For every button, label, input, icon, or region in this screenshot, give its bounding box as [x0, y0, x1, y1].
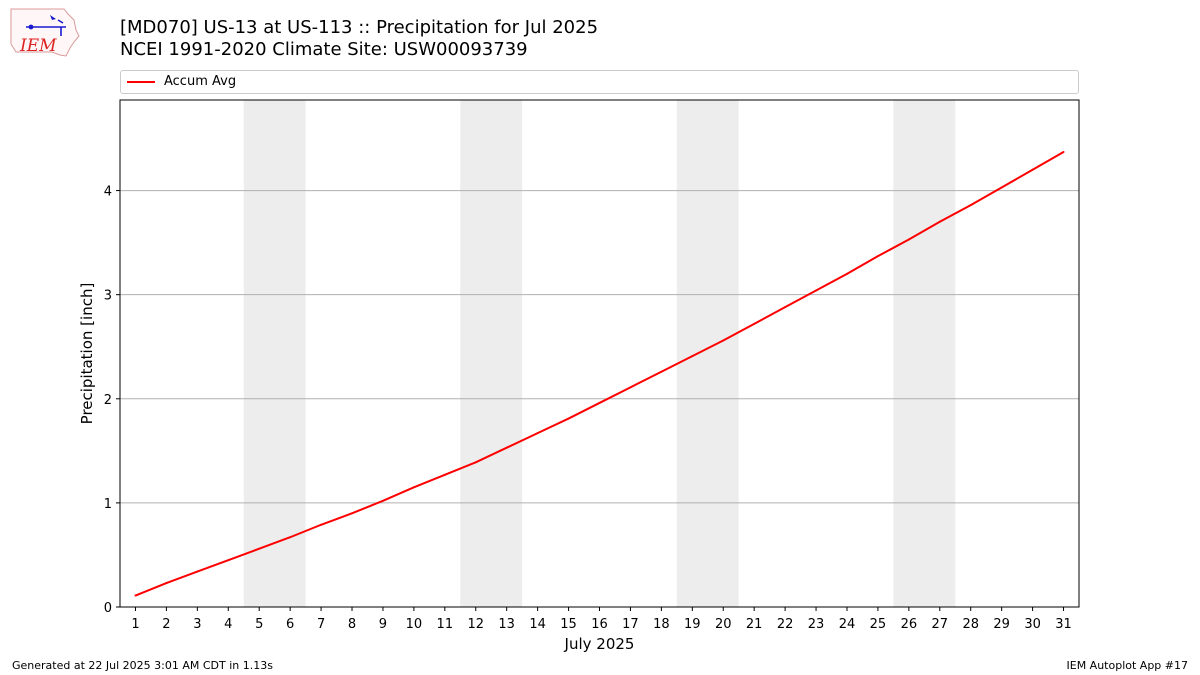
x-tick-label-2: 2 — [162, 617, 170, 632]
x-axis-label: July 2025 — [564, 635, 635, 653]
x-tick-label-27: 27 — [932, 617, 949, 632]
x-tick-label-24: 24 — [839, 617, 856, 632]
y-tick-label-1: 1 — [104, 497, 112, 512]
x-tick-label-11: 11 — [437, 617, 454, 632]
logo-text: IEM — [19, 36, 57, 56]
y-tick-label-4: 4 — [104, 185, 112, 200]
data-point-day-17 — [629, 386, 632, 389]
x-tick-label-4: 4 — [224, 617, 232, 632]
x-tick-label-9: 9 — [379, 617, 387, 632]
data-point-day-5 — [258, 547, 261, 550]
legend-swatch-accum-avg — [127, 81, 155, 83]
y-tick-label-2: 2 — [104, 393, 112, 408]
x-tick-label-16: 16 — [591, 617, 608, 632]
chart-subtitle: NCEI 1991-2020 Climate Site: USW00093739 — [120, 39, 528, 60]
data-point-day-15 — [567, 417, 570, 420]
x-tick-label-12: 12 — [467, 617, 484, 632]
y-tick-label-3: 3 — [104, 289, 112, 304]
x-tick-label-5: 5 — [255, 617, 263, 632]
x-tick-label-17: 17 — [622, 617, 639, 632]
x-tick-label-23: 23 — [808, 617, 825, 632]
data-point-day-26 — [907, 238, 910, 241]
data-point-day-2 — [165, 582, 168, 585]
data-point-day-23 — [815, 289, 818, 292]
x-tick-label-10: 10 — [406, 617, 423, 632]
x-tick-label-7: 7 — [317, 617, 325, 632]
x-tick-label-8: 8 — [348, 617, 356, 632]
data-point-day-4 — [227, 559, 230, 562]
x-axis-ticks: 1 2 3 4 5 6 7 8 9 10 11 12 13 14 15 16 17 18 19 20 21 22 23 24 2… — [131, 607, 1072, 632]
generated-timestamp: Generated at 22 Jul 2025 3:01 AM CDT in … — [12, 659, 273, 672]
weekend-band-1 — [243, 100, 306, 607]
y-tick-label-0: 0 — [104, 601, 112, 616]
data-point-day-14 — [536, 432, 539, 435]
x-tick-label-25: 25 — [870, 617, 887, 632]
x-tick-label-29: 29 — [993, 617, 1010, 632]
x-tick-label-21: 21 — [746, 617, 763, 632]
weekend-band-3 — [676, 100, 739, 607]
x-tick-label-20: 20 — [715, 617, 732, 632]
data-point-day-1 — [134, 594, 137, 597]
weekend-band-2 — [460, 100, 523, 607]
data-point-day-31 — [1062, 151, 1065, 154]
data-point-day-18 — [660, 370, 663, 373]
data-point-day-10 — [412, 486, 415, 489]
x-tick-label-30: 30 — [1024, 617, 1041, 632]
y-axis-label: Precipitation [inch] — [78, 283, 96, 425]
x-tick-label-18: 18 — [653, 617, 670, 632]
x-tick-label-1: 1 — [131, 617, 139, 632]
data-point-day-25 — [876, 255, 879, 258]
x-tick-label-31: 31 — [1055, 617, 1072, 632]
data-point-day-16 — [598, 401, 601, 404]
x-tick-label-15: 15 — [560, 617, 577, 632]
x-tick-label-6: 6 — [286, 617, 294, 632]
x-tick-label-19: 19 — [684, 617, 701, 632]
data-point-day-3 — [196, 570, 199, 573]
series-layer — [134, 151, 1065, 597]
data-point-day-21 — [753, 322, 756, 325]
x-tick-label-13: 13 — [498, 617, 515, 632]
chart-title: [MD070] US-13 at US-113 :: Precipitation… — [120, 17, 599, 38]
x-tick-label-14: 14 — [529, 617, 546, 632]
data-point-day-30 — [1031, 168, 1034, 171]
x-tick-label-22: 22 — [777, 617, 794, 632]
iem-logo: IEM — [10, 8, 80, 57]
data-point-day-24 — [845, 272, 848, 275]
x-tick-label-26: 26 — [901, 617, 918, 632]
data-point-day-19 — [691, 355, 694, 358]
data-point-day-12 — [474, 461, 477, 464]
data-point-day-7 — [320, 523, 323, 526]
weekend-band-4 — [893, 100, 956, 607]
data-point-day-13 — [505, 446, 508, 449]
y-axis-ticks: 0 1 2 3 4 — [104, 185, 120, 616]
data-point-day-8 — [351, 512, 354, 515]
data-point-day-20 — [722, 339, 725, 342]
legend-label-accum-avg: Accum Avg — [164, 74, 237, 89]
data-point-day-28 — [969, 204, 972, 207]
data-point-day-22 — [784, 306, 787, 309]
y-gridlines — [120, 190, 1079, 504]
data-point-day-27 — [938, 220, 941, 223]
app-credit: IEM Autoplot App #17 — [1066, 659, 1189, 672]
data-point-day-29 — [1000, 186, 1003, 189]
data-point-day-9 — [381, 499, 384, 502]
data-point-day-6 — [289, 536, 292, 539]
x-tick-label-28: 28 — [962, 617, 979, 632]
x-tick-label-3: 3 — [193, 617, 201, 632]
data-point-day-11 — [443, 473, 446, 476]
legend: Accum Avg — [120, 70, 1079, 94]
weekend-bands — [243, 100, 956, 607]
